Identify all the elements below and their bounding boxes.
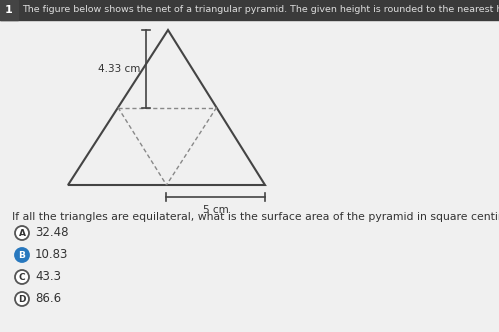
Text: The figure below shows the net of a triangular pyramid. The given height is roun: The figure below shows the net of a tria… bbox=[22, 6, 499, 15]
Circle shape bbox=[15, 292, 29, 306]
Text: 10.83: 10.83 bbox=[35, 248, 68, 262]
Text: 1: 1 bbox=[5, 5, 13, 15]
Text: 86.6: 86.6 bbox=[35, 292, 61, 305]
Bar bbox=[0, 0, 18, 20]
Text: 4.33 cm: 4.33 cm bbox=[98, 64, 140, 74]
Bar bbox=[0, 0, 499, 20]
Text: B: B bbox=[18, 251, 25, 260]
Text: A: A bbox=[18, 228, 25, 237]
Circle shape bbox=[15, 226, 29, 240]
Text: 5 cm: 5 cm bbox=[203, 205, 229, 215]
Circle shape bbox=[15, 248, 29, 262]
Text: D: D bbox=[18, 294, 26, 303]
Text: 32.48: 32.48 bbox=[35, 226, 68, 239]
Text: C: C bbox=[18, 273, 25, 282]
Text: If all the triangles are equilateral, what is the surface area of the pyramid in: If all the triangles are equilateral, wh… bbox=[12, 212, 499, 222]
Circle shape bbox=[15, 270, 29, 284]
Text: 43.3: 43.3 bbox=[35, 271, 61, 284]
